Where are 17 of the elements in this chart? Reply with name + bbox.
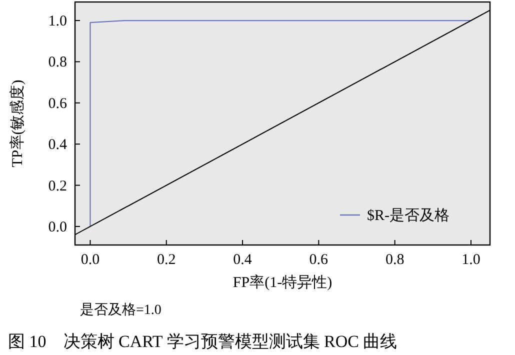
text: 是否及格=1.0 <box>80 302 162 318</box>
y-tick-label: 1.0 <box>48 14 67 30</box>
y-tick-label: 0.8 <box>48 54 67 71</box>
y-axis-title: TP率(敏感度) <box>9 80 26 168</box>
x-tick-label: 0.4 <box>233 252 252 268</box>
x-tick-label: 0.8 <box>385 252 404 268</box>
y-tick-label: 0.4 <box>48 137 68 154</box>
x-axis-title: FP率(1-特异性) <box>232 274 332 291</box>
y-tick-label: 0.2 <box>48 178 67 194</box>
x-tick-label: 0.6 <box>309 252 329 268</box>
text: 图 10 决策树 CART 学习预警模型测试集 ROC 曲线 <box>8 332 398 351</box>
y-tick-label: 0.0 <box>48 219 67 236</box>
x-tick-label: 0.2 <box>157 252 176 268</box>
legend-label: $R-是否及格 <box>367 207 450 224</box>
y-tick-label: 0.6 <box>48 96 68 112</box>
x-tick-label: 0.0 <box>80 252 100 268</box>
x-tick-label: 1.0 <box>462 252 480 268</box>
